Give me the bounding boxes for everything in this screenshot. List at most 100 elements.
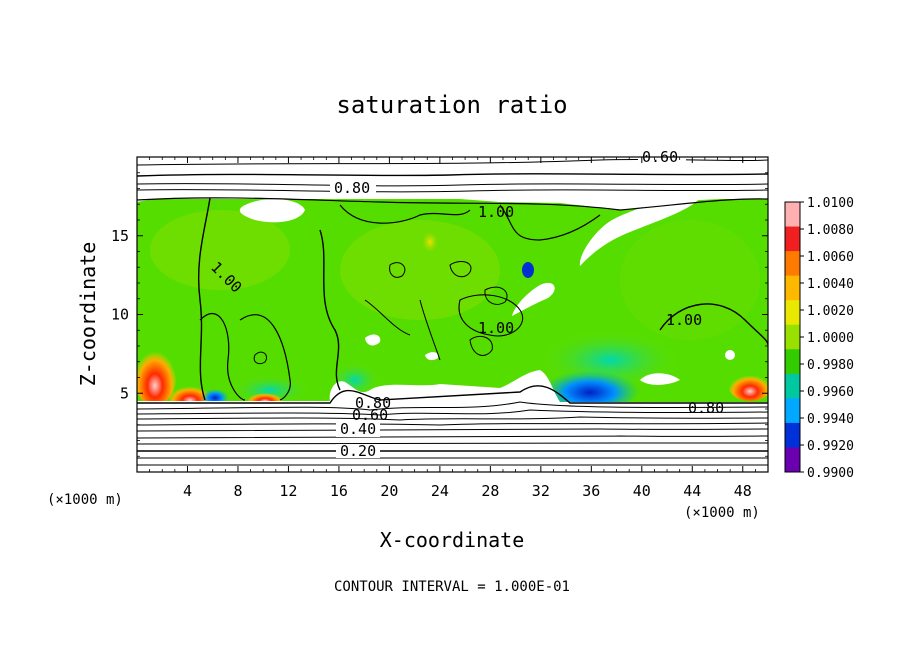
subsaturated-region (425, 352, 439, 361)
y-axis-label: Z-coordinate (76, 242, 100, 387)
contour-line (137, 183, 768, 187)
chart-title: saturation ratio (336, 91, 567, 119)
colorbar-label: 0.9940 (807, 412, 854, 427)
contour-line (137, 401, 768, 411)
field-patch (150, 210, 290, 290)
field-patch (340, 220, 500, 320)
contour-line (137, 173, 768, 177)
subsaturated-region (512, 282, 555, 316)
subsaturated-region (579, 198, 700, 266)
x-tick-label: 32 (532, 482, 550, 500)
contour-line (389, 262, 406, 278)
y-tick-label: 15 (111, 227, 129, 245)
contour-line (449, 261, 472, 278)
contour-line (137, 442, 768, 445)
colorbar: 1.0100 1.0080 1.0060 1.0040 1.0020 1.0000 0.99… (784, 196, 854, 481)
contour-label-100-d: 1.00 (666, 311, 702, 329)
colorbar-swatch (785, 275, 800, 301)
y-axis: 5 10 15 (111, 172, 768, 457)
contour-line (137, 385, 768, 404)
colorbar-swatch (785, 349, 800, 375)
colorbar-swatch (785, 226, 800, 252)
colorbar-swatch (785, 447, 800, 473)
contour-label-100-a: 1.00 (478, 203, 514, 221)
contour-labels: 0.60 0.80 1.00 1.00 1.00 1.00 0.80 0.80 … (207, 148, 724, 460)
subsaturated-region (239, 198, 305, 223)
y-tick-label: 10 (111, 306, 129, 324)
contour-line (137, 189, 768, 193)
x-tick-label: 8 (233, 482, 242, 500)
x-axis: 4 8 12 16 20 24 28 32 36 40 44 48 (149, 157, 756, 500)
contour-line (419, 299, 441, 361)
y-axis-unit: (×1000 m) (47, 492, 123, 508)
contour-label-020: 0.20 (340, 442, 376, 460)
colorbar-swatch (785, 300, 800, 326)
field-cold-spot (522, 262, 534, 278)
x-tick-label: 20 (380, 482, 398, 500)
colorbar-label: 0.9920 (807, 439, 854, 454)
colorbar-label: 0.9960 (807, 385, 854, 400)
field-hot-spot (137, 338, 177, 406)
x-axis-unit: (×1000 m) (684, 505, 760, 521)
colorbar-swatch (785, 251, 800, 277)
x-tick-label: 48 (734, 482, 752, 500)
colorbar-swatch (785, 202, 800, 228)
colorbar-swatch (785, 398, 800, 424)
x-tick-label: 16 (330, 482, 348, 500)
contour-line (659, 303, 768, 346)
contour-line (499, 204, 601, 241)
contour-line (364, 299, 411, 336)
field-hot-spot (728, 369, 768, 401)
y-tick-label: 5 (120, 384, 129, 402)
colorbar-label: 0.9900 (807, 466, 854, 481)
colorbar-label: 1.0040 (807, 277, 854, 292)
subsaturated-region (640, 373, 680, 385)
contour-line (253, 351, 268, 365)
contour-line (137, 416, 768, 421)
colorbar-label: 1.0100 (807, 196, 854, 211)
contour-line (199, 313, 246, 401)
colorbar-label: 1.0060 (807, 250, 854, 265)
x-tick-label: 36 (582, 482, 600, 500)
subsaturated-region (725, 350, 735, 360)
contour-label-040: 0.40 (340, 420, 376, 438)
field-patch (620, 220, 760, 340)
contour-label-080-top: 0.80 (334, 179, 370, 197)
colorbar-swatch (785, 373, 800, 399)
contour-line (239, 314, 291, 401)
heatmap-field (137, 157, 768, 472)
contour-line (137, 197, 768, 211)
x-tick-label: 24 (431, 482, 449, 500)
x-tick-label: 12 (279, 482, 297, 500)
x-tick-label: 4 (183, 482, 192, 500)
contour-line (319, 229, 341, 391)
contour-label-080-bottom: 0.80 (355, 394, 391, 412)
contour-label-060-bottom: 0.60 (352, 406, 388, 424)
field-patch (422, 232, 438, 252)
colorbar-swatch (785, 422, 800, 448)
contour-line (484, 286, 508, 305)
contour-line (137, 428, 768, 432)
contour-line (137, 435, 768, 439)
colorbar-label: 1.0080 (807, 223, 854, 238)
colorbar-swatch (785, 324, 800, 350)
field-cold-spot (201, 387, 229, 405)
contour-line (339, 204, 471, 224)
x-tick-label: 44 (683, 482, 701, 500)
contour-label-100-c: 1.00 (478, 319, 514, 337)
contour-interval-note: CONTOUR INTERVAL = 1.000E-01 (334, 579, 570, 595)
contour-line (137, 422, 768, 426)
contour-line (458, 294, 523, 337)
x-tick-label: 40 (633, 482, 651, 500)
contour-label-080-right: 0.80 (688, 399, 724, 417)
contour-line (137, 158, 768, 166)
subsaturated-region (365, 334, 381, 346)
subsaturated-region-top (137, 157, 768, 210)
colorbar-label: 0.9980 (807, 358, 854, 373)
x-axis-label: X-coordinate (380, 528, 525, 552)
colorbar-label: 1.0000 (807, 331, 854, 346)
colorbar-label: 1.0020 (807, 304, 854, 319)
contour-line (197, 197, 211, 401)
contour-line (137, 409, 768, 416)
